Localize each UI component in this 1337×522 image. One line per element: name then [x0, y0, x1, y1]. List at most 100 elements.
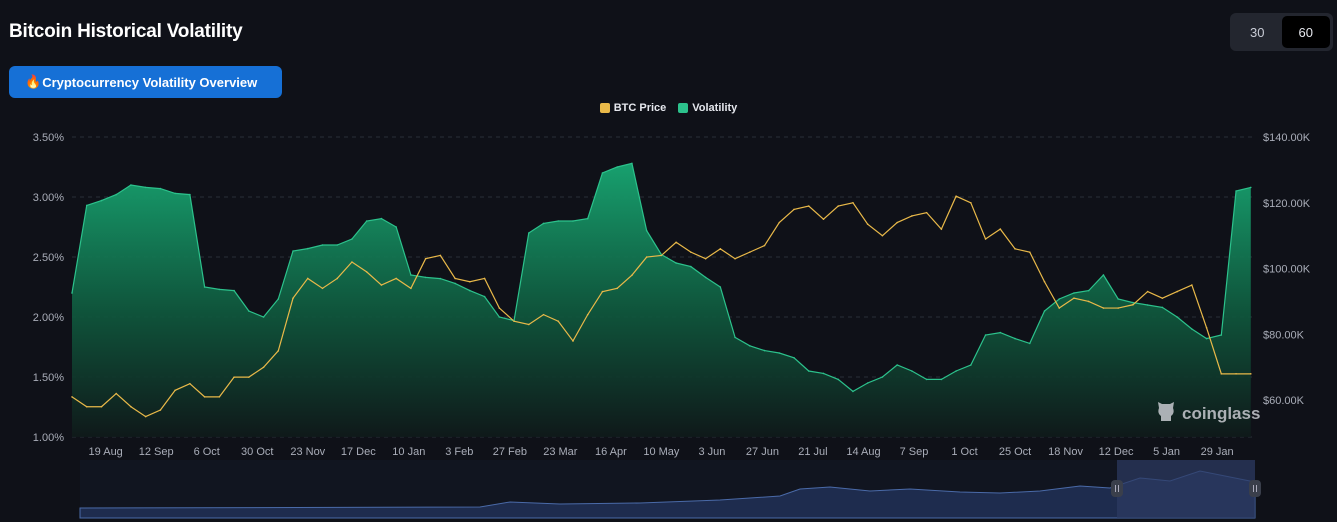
x-axis-tick-label: 3 Jun [698, 446, 725, 458]
x-axis-tick-label: 17 Dec [341, 446, 376, 458]
price-point [248, 376, 250, 378]
volatility-point [498, 316, 501, 318]
volatility-point [837, 378, 840, 381]
volatility-point [631, 162, 633, 165]
price-point [763, 244, 766, 247]
volatility-point [763, 349, 766, 352]
navigator-left-handle[interactable] [1111, 480, 1123, 497]
price-point [410, 287, 412, 290]
volatility-point [1220, 334, 1223, 336]
price-point [734, 257, 736, 260]
range-navigator[interactable] [79, 460, 1261, 519]
volatility-point [542, 222, 545, 225]
x-axis-tick-label: 7 Sep [900, 446, 929, 458]
price-point [925, 211, 928, 214]
volatility-point [984, 334, 987, 336]
volatility-point [1028, 342, 1031, 345]
volatility-point [248, 310, 250, 312]
volatility-point [1058, 298, 1061, 300]
price-point [970, 201, 972, 204]
volatility-point [645, 229, 648, 232]
volatility-point [1205, 337, 1208, 340]
volatility-point [71, 292, 73, 294]
price-point [130, 405, 132, 408]
volatility-point [1073, 292, 1075, 294]
x-axis-tick-label: 30 Oct [241, 446, 273, 458]
volatility-point [527, 232, 530, 234]
legend-item-volatility[interactable]: Volatility [678, 102, 737, 114]
volatility-point [85, 204, 88, 207]
legend-item-price[interactable]: BTC Price [599, 102, 667, 114]
volatility-point [852, 390, 854, 393]
period-30-button[interactable]: 30 [1250, 24, 1265, 40]
price-point [365, 271, 368, 273]
price-point [454, 277, 456, 280]
price-point [675, 241, 677, 244]
legend-swatch-volatility [678, 103, 689, 113]
volatility-point [380, 217, 383, 220]
left-axis-tick-label: 1.00% [33, 432, 64, 444]
x-axis-tick-label: 23 Mar [543, 446, 578, 458]
volatility-point [1117, 298, 1119, 300]
volatility-point [130, 184, 132, 186]
price-point [306, 277, 309, 280]
volatility-point [586, 217, 589, 220]
volatility-point [881, 376, 884, 378]
volatility-point [911, 370, 913, 372]
price-point [984, 238, 987, 240]
overview-button-label: Cryptocurrency Volatility Overview [42, 74, 258, 90]
volatility-point [1087, 289, 1090, 292]
price-point [955, 195, 957, 198]
volatility-point [734, 336, 736, 339]
volatility-point [749, 345, 751, 347]
x-axis-tick-label: 29 Jan [1201, 446, 1234, 458]
fire-icon: 🔥 [25, 74, 42, 89]
left-axis: 3.50% 3.00% 2.50% 2.00% 1.50% 1.00% [33, 132, 64, 444]
price-point [896, 221, 898, 224]
navigator-right-handle[interactable] [1249, 480, 1261, 497]
volatility-area [72, 163, 1251, 437]
right-axis-tick-label: $140.00K [1263, 132, 1311, 144]
volatility-point [439, 277, 442, 280]
price-point [645, 256, 648, 258]
price-point [749, 251, 751, 253]
price-point [704, 257, 707, 260]
volatility-point [557, 220, 560, 222]
volatility-point [1014, 337, 1016, 340]
price-point [71, 396, 73, 398]
price-point [498, 307, 501, 309]
volatility-point [144, 186, 147, 189]
price-point [557, 320, 560, 323]
price-point [881, 234, 884, 237]
price-point [778, 221, 781, 224]
price-point [439, 254, 442, 257]
price-point [203, 396, 206, 398]
price-point [380, 284, 383, 286]
volatility-point [866, 382, 869, 384]
price-point [822, 218, 825, 221]
volatility-point [277, 298, 280, 300]
right-axis: $140.00K $120.00K $100.00K $80.00K $60.00K [1263, 132, 1311, 407]
x-axis-tick-label: 10 May [643, 446, 680, 458]
navigator-selection [1117, 460, 1255, 518]
legend-label-price: BTC Price [613, 102, 667, 114]
price-point [572, 340, 574, 342]
price-point [601, 290, 604, 293]
period-60-button[interactable]: 60 [1281, 16, 1330, 48]
price-point [793, 208, 795, 211]
volatility-point [822, 372, 825, 375]
volatility-point [454, 282, 456, 285]
price-point [1249, 373, 1252, 375]
volatility-point [189, 193, 191, 196]
price-point [586, 313, 589, 316]
price-point [807, 205, 810, 207]
volatility-point [778, 352, 781, 354]
volatility-point [1146, 304, 1149, 306]
x-axis-tick-label: 12 Sep [139, 446, 174, 458]
volatility-overview-button[interactable]: 🔥 Cryptocurrency Volatility Overview [9, 66, 282, 98]
price-point [1235, 373, 1237, 375]
price-point [336, 277, 339, 280]
x-axis-tick-label: 21 Jul [798, 446, 827, 458]
x-axis-tick-label: 19 Aug [89, 446, 123, 458]
volatility-point [292, 250, 294, 252]
